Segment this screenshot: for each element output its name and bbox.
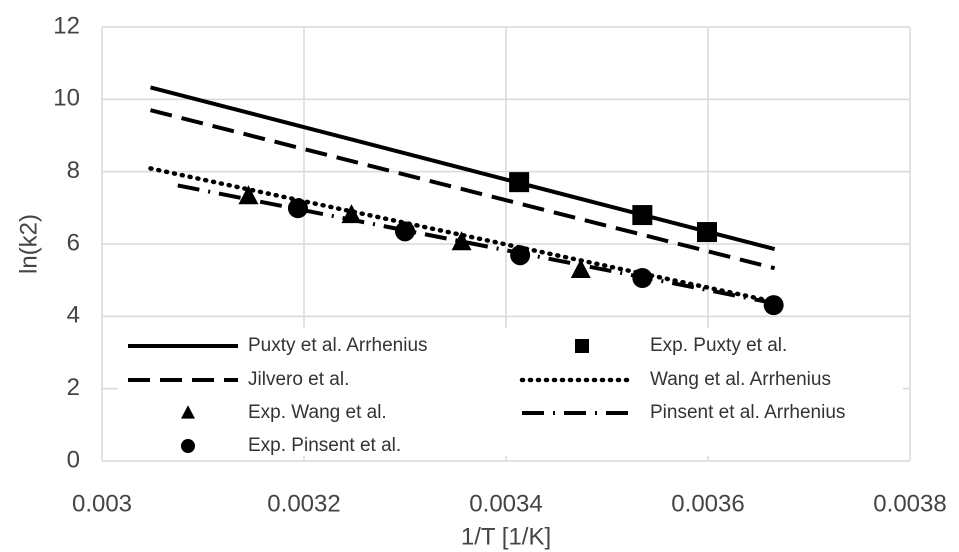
x-tick-label: 0.0032 [267,490,340,517]
triangle-marker [570,259,591,279]
y-tick-label: 0 [67,446,80,473]
circle-marker [632,267,653,288]
series-line [149,108,776,271]
y-axis-label: ln(k2) [15,214,42,274]
square-marker [575,339,589,353]
legend-label: Jilvero et al. [248,369,349,390]
legend-label: Puxty et al. Arrhenius [248,335,428,356]
square-marker [696,222,717,243]
x-tick-label: 0.0034 [469,490,542,517]
circle-marker [181,439,195,453]
legend-label: Pinsent et al. Arrhenius [650,402,845,423]
y-tick-label: 12 [53,12,80,39]
y-tick-label: 6 [67,229,80,256]
triangle-marker [238,185,259,205]
series-line [149,85,776,251]
square-marker [632,205,653,226]
y-tick-label: 4 [67,302,80,329]
legend-box [118,328,903,456]
circle-marker [510,245,531,266]
circle-marker [763,295,784,316]
y-tick-label: 10 [53,85,80,112]
legend-label: Exp. Puxty et al. [650,335,787,356]
series-line [177,183,776,306]
legend-label: Exp. Pinsent et al. [248,435,401,456]
y-tick-label: 2 [67,374,80,401]
x-tick-label: 0.0036 [671,490,744,517]
triangle-marker [451,231,472,251]
legend-label: Exp. Wang et al. [248,402,387,423]
x-tick-label: 0.0038 [873,490,946,517]
triangle-marker [181,405,195,419]
square-marker [509,172,530,193]
circle-marker [395,221,415,242]
y-tick-label: 8 [67,157,80,184]
legend-label: Wang et al. Arrhenius [650,369,831,390]
x-tick-label: 0.003 [72,490,132,517]
circle-marker [287,198,308,219]
x-axis-label: 1/T [1/K] [461,523,551,550]
